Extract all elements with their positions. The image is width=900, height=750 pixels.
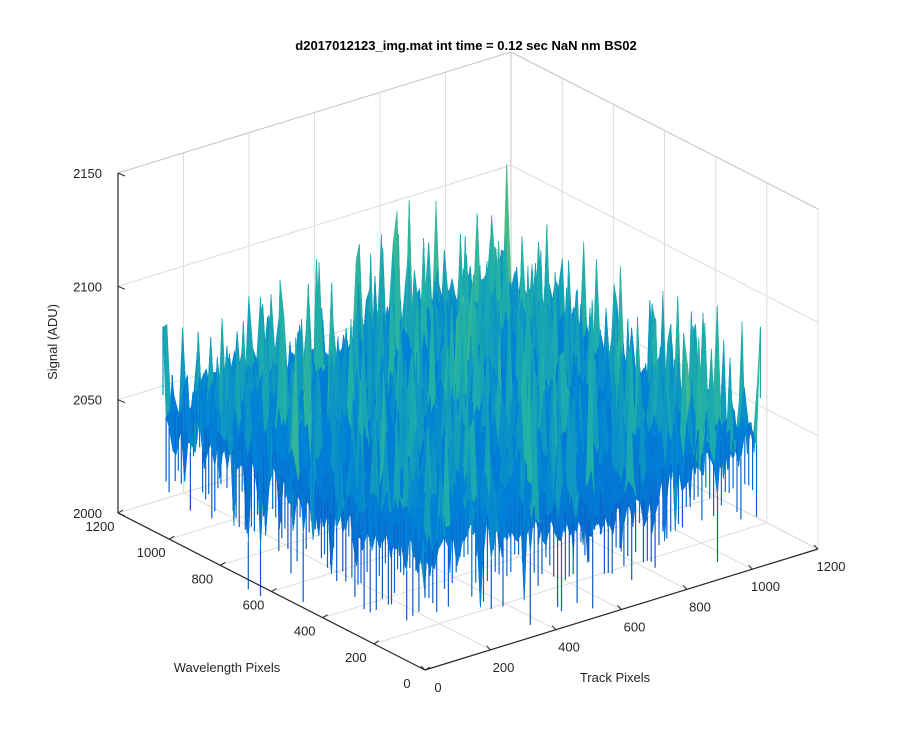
grid-line	[117, 164, 512, 287]
surface-layer	[162, 164, 762, 625]
grid-line	[373, 522, 767, 645]
box-edge	[117, 51, 512, 174]
grid-line	[510, 164, 819, 323]
box-edge	[510, 51, 819, 210]
surface-cell	[753, 326, 761, 445]
